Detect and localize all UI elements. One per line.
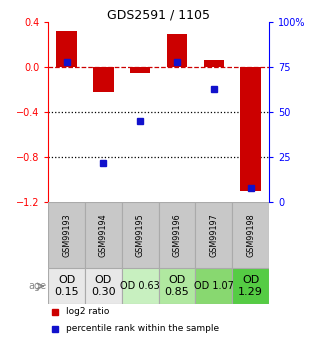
Bar: [93, 67, 114, 92]
Bar: [159, 202, 195, 268]
Text: GSM99197: GSM99197: [209, 214, 218, 257]
Bar: [232, 268, 269, 304]
Bar: [204, 59, 224, 67]
Bar: [167, 34, 187, 67]
Title: GDS2591 / 1105: GDS2591 / 1105: [107, 8, 210, 21]
Bar: [122, 202, 159, 268]
Bar: [240, 67, 261, 191]
Text: percentile rank within the sample: percentile rank within the sample: [66, 324, 219, 333]
Bar: [232, 202, 269, 268]
Bar: [48, 202, 85, 268]
Text: OD
0.15: OD 0.15: [54, 275, 79, 297]
Text: GSM99198: GSM99198: [246, 214, 255, 257]
Text: OD 0.63: OD 0.63: [120, 281, 160, 291]
Text: OD 1.07: OD 1.07: [194, 281, 234, 291]
Text: OD
0.85: OD 0.85: [165, 275, 189, 297]
Text: GSM99196: GSM99196: [173, 214, 182, 257]
Text: GSM99194: GSM99194: [99, 214, 108, 257]
Bar: [57, 31, 77, 67]
Text: age: age: [28, 281, 46, 291]
Bar: [195, 202, 232, 268]
Bar: [195, 268, 232, 304]
Text: log2 ratio: log2 ratio: [66, 307, 109, 316]
Bar: [85, 202, 122, 268]
Text: OD
0.30: OD 0.30: [91, 275, 116, 297]
Text: GSM99193: GSM99193: [62, 214, 71, 257]
Bar: [130, 67, 150, 73]
Text: GSM99195: GSM99195: [136, 214, 145, 257]
Bar: [122, 268, 159, 304]
Bar: [48, 268, 85, 304]
Bar: [159, 268, 195, 304]
Bar: [85, 268, 122, 304]
Text: OD
1.29: OD 1.29: [238, 275, 263, 297]
